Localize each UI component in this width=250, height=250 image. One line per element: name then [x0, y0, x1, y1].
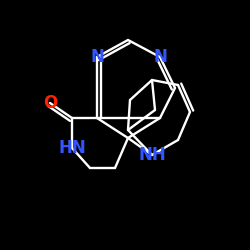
Text: N: N: [90, 48, 104, 66]
Text: NH: NH: [138, 146, 166, 164]
Text: N: N: [153, 48, 167, 66]
Text: O: O: [43, 94, 57, 112]
Text: HN: HN: [58, 139, 86, 157]
